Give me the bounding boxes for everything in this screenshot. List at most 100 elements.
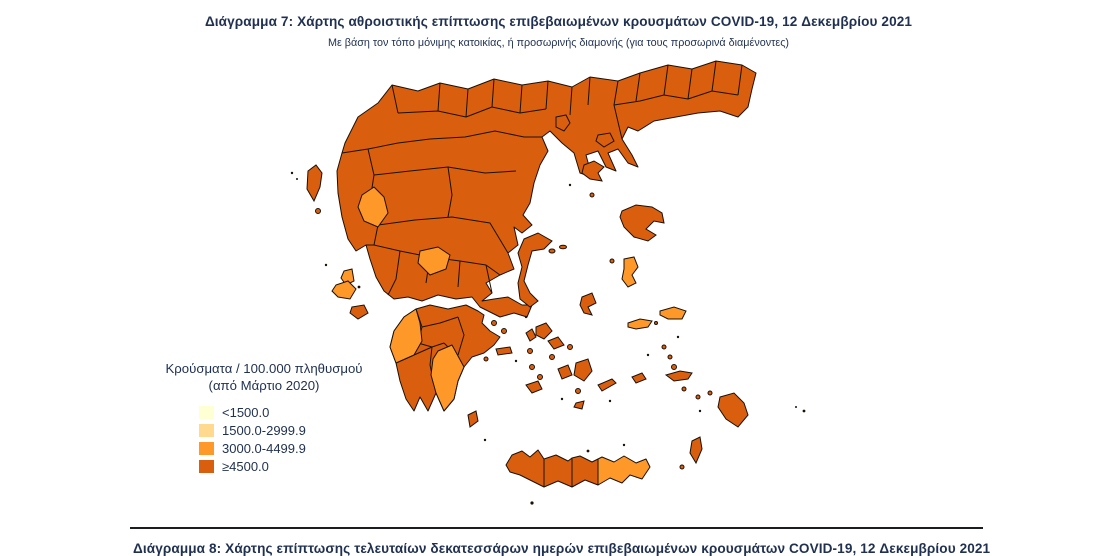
region-skyros <box>579 292 597 316</box>
region-samos <box>659 306 687 320</box>
legend-title: Κρούσματα / 100.000 πληθυσμού (από Μάρτι… <box>138 360 390 394</box>
region-kasos <box>679 464 685 470</box>
islet-dot <box>608 399 612 403</box>
region-borders <box>377 166 509 254</box>
map-svg <box>290 60 806 505</box>
region-paxoi <box>315 208 321 214</box>
islet-dot <box>524 315 528 319</box>
islet-dot <box>802 409 806 413</box>
region-limnos <box>581 160 605 182</box>
islet-dot <box>698 409 702 413</box>
region-mykonos <box>567 344 573 350</box>
region-thasos <box>555 114 571 132</box>
region-evrytania <box>417 246 451 276</box>
region-naxos <box>573 358 593 382</box>
region-evvoia <box>517 232 553 308</box>
region-ioannina <box>357 186 389 228</box>
region-ikaria <box>627 318 653 330</box>
region-ydra <box>495 346 513 356</box>
islet-dot <box>795 406 797 408</box>
region-skopelos <box>548 248 556 254</box>
region-lesvos <box>619 204 665 242</box>
region-karpathos <box>689 436 703 465</box>
region-kefallinia <box>331 280 357 300</box>
islet-dot <box>560 397 564 401</box>
islet-dot <box>568 183 572 187</box>
legend-label-class3: 3000.0-4499.9 <box>222 440 306 456</box>
region-serifos <box>529 364 535 370</box>
region-milos <box>525 380 543 394</box>
legend-swatch-class1 <box>199 405 214 419</box>
page-subtitle: Με βάση τον τόπο μόνιμης κατοικίας, ή πρ… <box>328 37 789 49</box>
region-kythnos <box>527 348 533 354</box>
region-borders <box>391 60 743 118</box>
legend-swatch-class4 <box>199 459 214 473</box>
region-sifnos <box>537 374 543 380</box>
section-divider <box>130 527 983 529</box>
legend-rows: <1500.0 1500.0-2999.9 3000.0-4499.9 ≥450… <box>138 403 390 475</box>
region-tilos <box>695 394 701 400</box>
legend-label-class1: <1500.0 <box>222 404 270 420</box>
islet-dot <box>676 335 680 339</box>
islet-dot <box>530 501 534 505</box>
islet-dot <box>483 438 487 442</box>
legend-item: 1500.0-2999.9 <box>199 421 390 439</box>
legend-swatch-class3 <box>199 441 214 455</box>
islet-dot <box>357 285 361 289</box>
region-lasithi <box>597 455 651 486</box>
legend-swatch-class2 <box>199 423 214 437</box>
region-tinos <box>547 336 565 350</box>
legend-title-line1: Κρούσματα / 100.000 πληθυσμού <box>165 361 363 376</box>
islet-dot <box>290 171 294 175</box>
region-irakleio <box>571 455 599 488</box>
islet-dot <box>324 263 328 267</box>
region-chios <box>621 256 639 288</box>
region-aigina <box>501 328 507 334</box>
islet-dot <box>646 353 650 357</box>
region-patmos <box>661 344 667 350</box>
region-chania <box>505 449 545 488</box>
region-leros <box>667 354 673 360</box>
legend-item: 3000.0-4499.9 <box>199 439 390 457</box>
map-legend: Κρούσματα / 100.000 πληθυσμού (από Μάρτι… <box>138 360 390 475</box>
region-kerkyra <box>306 164 323 203</box>
region-spetses <box>483 356 489 362</box>
legend-item: ≥4500.0 <box>199 457 390 475</box>
legend-label-class4: ≥4500.0 <box>222 458 269 474</box>
region-paros <box>557 364 573 380</box>
region-astypalaia <box>631 372 647 384</box>
region-borders <box>613 90 739 106</box>
islet-dot <box>586 449 590 453</box>
region-borders <box>397 106 547 118</box>
region-agios-efstratios <box>589 192 595 198</box>
page-title: Διάγραμμα 7: Χάρτης αθροιστικής επίπτωση… <box>204 14 913 29</box>
region-kalymnos <box>671 364 677 370</box>
region-kea <box>525 328 537 342</box>
region-symi <box>707 390 713 396</box>
region-ileia <box>389 308 423 364</box>
islet-dot <box>514 359 518 363</box>
region-salamina <box>491 320 497 326</box>
legend-label-class2: 1500.0-2999.9 <box>222 422 306 438</box>
region-rodos <box>717 392 749 428</box>
next-diagram-title: Διάγραμμα 8: Χάρτης επίπτωσης τελευταίων… <box>133 541 991 556</box>
greece-choropleth-map <box>280 55 810 520</box>
region-rethymno <box>543 454 573 488</box>
islet-dot <box>296 178 298 180</box>
region-alonnisos <box>559 244 567 250</box>
region-andros <box>535 322 553 340</box>
region-psara <box>609 258 615 264</box>
region-amorgos <box>597 378 617 392</box>
region-zakynthos <box>349 304 369 320</box>
region-ios <box>575 388 581 394</box>
region-borders <box>341 130 542 154</box>
region-syros <box>549 354 555 360</box>
legend-title-line2: (από Μάρτιο 2020) <box>208 378 320 393</box>
region-kos <box>664 370 693 382</box>
region-lakonia <box>430 344 465 412</box>
islet-dot <box>622 443 626 447</box>
region-thira <box>573 400 585 410</box>
region-samothraki <box>595 132 615 148</box>
region-kythira <box>467 410 479 428</box>
